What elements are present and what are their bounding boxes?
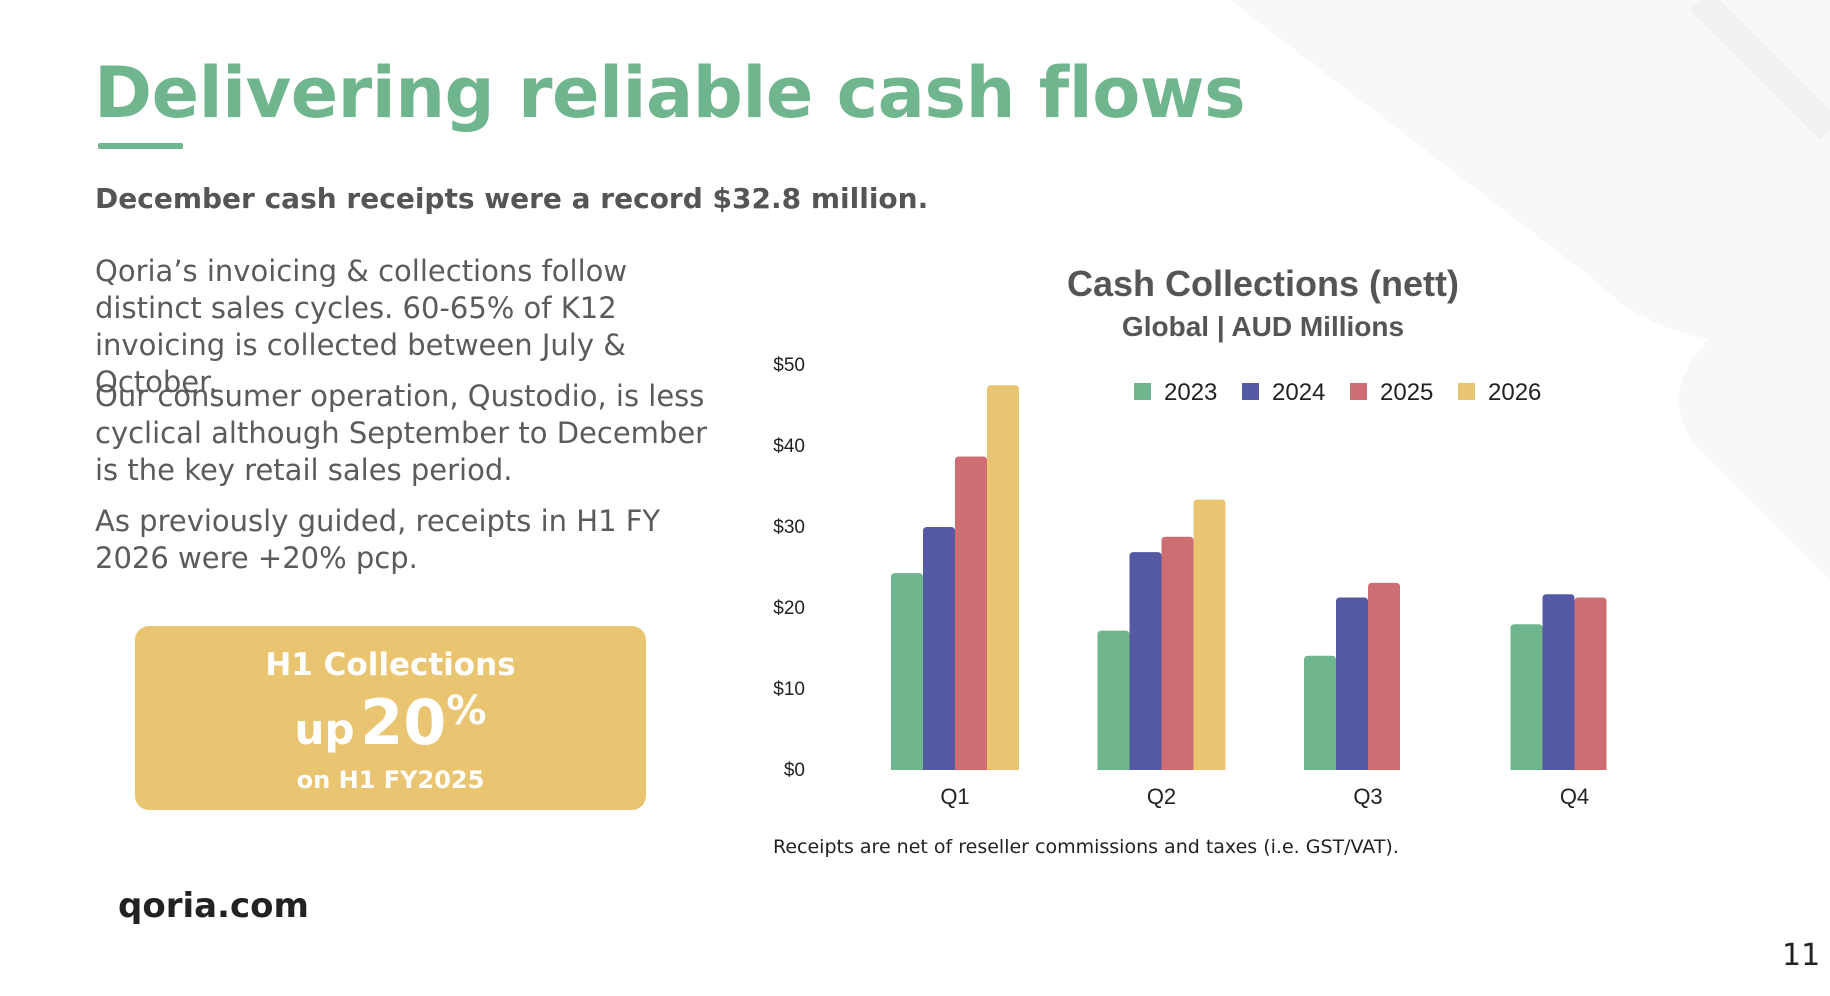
cash-collections-chart: Cash Collections (nett) Global | AUD Mil… xyxy=(773,263,1607,809)
bar-2024-Q2 xyxy=(1129,552,1162,770)
bars xyxy=(891,385,1607,770)
chart-subtitle: Global | AUD Millions xyxy=(1122,311,1404,342)
x-tick-label: Q2 xyxy=(1147,784,1176,809)
bar-2025-Q2 xyxy=(1161,536,1194,770)
y-tick-label: $0 xyxy=(784,760,805,781)
x-tick-label: Q4 xyxy=(1560,784,1589,809)
callout-value: 20 xyxy=(360,686,447,759)
legend-swatch-2025 xyxy=(1350,383,1367,400)
subtitle: December cash receipts were a record $32… xyxy=(95,182,929,215)
bar-2024-Q3 xyxy=(1336,597,1368,770)
paragraph-sales-cycles: Qoria’s invoicing & collections follow d… xyxy=(95,254,628,399)
page-title: Delivering reliable cash flows xyxy=(94,52,1246,134)
page-number: 11 xyxy=(1782,938,1821,973)
callout-up-label: up xyxy=(294,705,355,754)
bar-2025-Q4 xyxy=(1574,597,1607,770)
legend-label-2025: 2025 xyxy=(1380,379,1433,406)
legend-label-2024: 2024 xyxy=(1272,379,1325,406)
bar-2023-Q1 xyxy=(891,573,923,770)
legend: 2023 2024 2025 2026 xyxy=(1134,379,1541,406)
x-tick-label: Q1 xyxy=(940,784,969,809)
y-tick-label: $50 xyxy=(773,355,805,376)
y-tick-label: $30 xyxy=(773,517,805,538)
bar-2026-Q2 xyxy=(1193,499,1226,770)
paragraph-consumer: Our consumer operation, Qustodio, is les… xyxy=(95,379,708,487)
callout-percent: % xyxy=(446,688,487,734)
footnote: Receipts are net of reseller commissions… xyxy=(773,836,1399,858)
legend-swatch-2024 xyxy=(1242,383,1259,400)
bar-2025-Q1 xyxy=(955,456,987,770)
bar-2024-Q4 xyxy=(1542,594,1575,770)
h1-collections-callout: H1 Collections up 20% on H1 FY2025 xyxy=(135,626,646,810)
bar-2024-Q1 xyxy=(923,527,955,770)
x-tick-label: Q3 xyxy=(1353,784,1382,809)
y-axis: $0 $10 $20 $30 $40 $50 xyxy=(773,355,805,781)
callout-value-line: up 20% xyxy=(135,686,646,759)
paragraph-guidance: As previously guided, receipts in H1 FY … xyxy=(95,504,661,575)
x-axis: Q1 Q2 Q3 Q4 xyxy=(940,784,1589,809)
logo-text[interactable]: qoria.com xyxy=(118,886,309,926)
bar-2023-Q3 xyxy=(1304,655,1336,770)
y-tick-label: $20 xyxy=(773,598,805,619)
bar-2023-Q4 xyxy=(1510,624,1543,770)
bar-2026-Q1 xyxy=(987,385,1019,770)
bar-2025-Q3 xyxy=(1368,582,1400,770)
bar-2023-Q2 xyxy=(1097,630,1130,770)
legend-swatch-2026 xyxy=(1458,383,1475,400)
legend-label-2023: 2023 xyxy=(1164,379,1217,406)
legend-swatch-2023 xyxy=(1134,383,1151,400)
callout-heading: H1 Collections xyxy=(265,647,516,683)
title-underline xyxy=(98,143,183,149)
chart-title: Cash Collections (nett) xyxy=(1067,263,1459,304)
y-tick-label: $10 xyxy=(773,679,805,700)
y-tick-label: $40 xyxy=(773,436,805,457)
callout-comparison: on H1 FY2025 xyxy=(296,766,485,794)
legend-label-2026: 2026 xyxy=(1488,379,1541,406)
